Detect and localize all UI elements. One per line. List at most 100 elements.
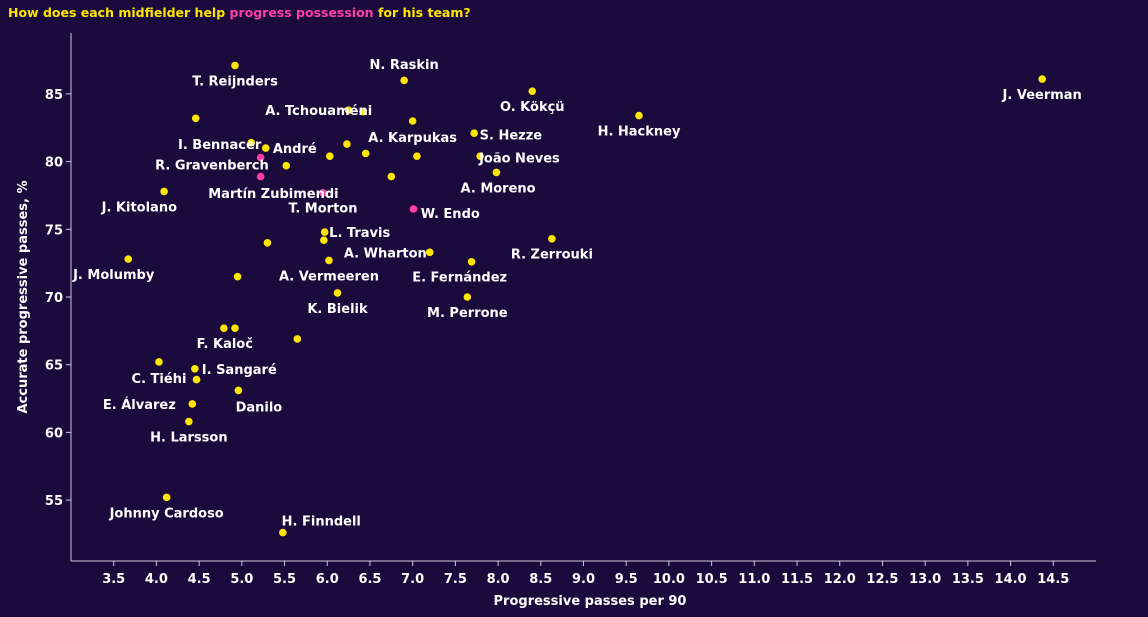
x-tick-label: 5.5	[273, 572, 296, 587]
data-point	[263, 239, 272, 247]
data-points	[124, 61, 1046, 537]
data-point	[361, 149, 370, 158]
point-label: I. Bennacer	[178, 138, 262, 153]
data-point	[333, 289, 342, 297]
x-tick-label: 11.0	[738, 572, 770, 587]
data-point	[191, 114, 200, 123]
x-tick-label: 11.5	[781, 572, 813, 587]
point-label: Johnny Cardoso	[109, 506, 224, 521]
point-label: J. Veerman	[1002, 88, 1082, 103]
x-tick-label: 13.5	[952, 572, 984, 587]
point-label: E. Álvarez	[103, 397, 176, 413]
data-point	[220, 324, 228, 332]
y-tick-label: 75	[45, 223, 63, 238]
data-point	[231, 61, 239, 70]
y-tick-label: 65	[45, 359, 63, 374]
x-tick-label: 7.0	[401, 572, 424, 587]
point-label: M. Perrone	[427, 306, 508, 321]
data-point	[343, 140, 351, 148]
point-label: H. Larsson	[150, 430, 227, 445]
point-label: Martín Zubimendi	[208, 187, 338, 202]
chart-title: How does each midfielder help progress p…	[8, 5, 471, 20]
data-point	[492, 168, 501, 177]
x-tick-label: 9.5	[615, 572, 638, 587]
point-label: R. Zerrouki	[511, 248, 593, 263]
x-axis-ticks: 3.5 4.0 4.5 5.0 5.5 6.0 6.5 7.0 7.5 8.0 8.5 9.0 9.5 1…	[102, 561, 1069, 587]
data-point	[160, 187, 168, 196]
point-label: A. Vermeeren	[279, 269, 379, 284]
x-tick-label: 13.0	[909, 572, 941, 587]
point-label: A. Karpukas	[368, 131, 457, 146]
point-label: N. Raskin	[370, 58, 439, 73]
data-point	[325, 256, 333, 265]
highlighted-point	[256, 172, 265, 181]
highlighted-point	[256, 153, 265, 162]
data-point	[1038, 75, 1046, 83]
data-point	[233, 272, 242, 281]
x-tick-label: 3.5	[102, 572, 125, 587]
x-tick-label: 6.0	[316, 572, 339, 587]
x-tick-label: 12.5	[866, 572, 898, 587]
data-point	[320, 228, 329, 236]
chart-title-part-2: progress possession	[230, 5, 374, 20]
data-point	[326, 152, 334, 160]
data-point	[185, 417, 193, 426]
data-point	[635, 111, 643, 120]
point-label: K. Bielik	[307, 302, 368, 317]
chart-title-part-1: How does each midfielder help	[8, 5, 230, 20]
data-point	[191, 364, 199, 373]
point-label: F. Kaloč	[197, 337, 253, 352]
y-tick-label: 55	[45, 494, 63, 509]
x-tick-label: 14.5	[1037, 572, 1069, 587]
data-point	[387, 172, 396, 181]
x-tick-label: 4.0	[145, 572, 168, 587]
point-label: I. Sangaré	[202, 363, 277, 378]
x-tick-label: 12.0	[824, 572, 856, 587]
y-axis-title: Accurate progressive passes, %	[16, 181, 31, 414]
chart-title-part-3: for his team?	[374, 5, 471, 20]
data-point	[231, 324, 239, 332]
data-point	[548, 234, 556, 243]
data-point	[162, 493, 171, 502]
data-point	[528, 87, 537, 96]
point-label: H. Finndell	[282, 514, 361, 529]
data-point	[359, 107, 367, 116]
point-label: W. Endo	[421, 207, 480, 222]
point-label: André	[273, 142, 317, 157]
data-point	[188, 400, 197, 408]
y-tick-label: 85	[45, 88, 63, 103]
data-point	[408, 117, 417, 125]
point-label: O. Kökçü	[500, 100, 565, 115]
data-point	[476, 152, 484, 160]
data-point	[293, 335, 302, 343]
point-label: R. Gravenberch	[155, 158, 269, 173]
point-label: A. Tchouaméni	[265, 104, 372, 119]
y-tick-label: 70	[45, 291, 63, 306]
x-tick-label: 9.0	[572, 572, 595, 587]
x-tick-label: 10.5	[696, 572, 728, 587]
data-point	[470, 129, 478, 137]
highlighted-point	[409, 205, 418, 213]
point-label: A. Moreno	[461, 181, 536, 196]
data-point	[282, 161, 291, 170]
data-point	[425, 248, 434, 257]
point-label: E. Fernández	[412, 271, 507, 286]
x-tick-label: 4.5	[188, 572, 211, 587]
point-label: J. Kitolano	[101, 200, 177, 215]
data-point	[344, 106, 353, 114]
data-point	[279, 528, 287, 537]
point-label: T. Reijnders	[192, 74, 278, 89]
data-point	[413, 152, 421, 160]
data-point	[247, 138, 256, 147]
point-label: J. Molumby	[72, 268, 155, 283]
x-tick-label: 8.0	[487, 572, 510, 587]
data-point	[261, 144, 270, 152]
x-tick-label: 14.0	[995, 572, 1027, 587]
x-tick-label: 8.5	[529, 572, 552, 587]
point-label: S. Hezze	[480, 129, 543, 144]
x-tick-label: 5.0	[230, 572, 253, 587]
data-point	[234, 386, 243, 395]
data-point	[400, 76, 408, 85]
x-tick-label: 10.0	[653, 572, 685, 587]
